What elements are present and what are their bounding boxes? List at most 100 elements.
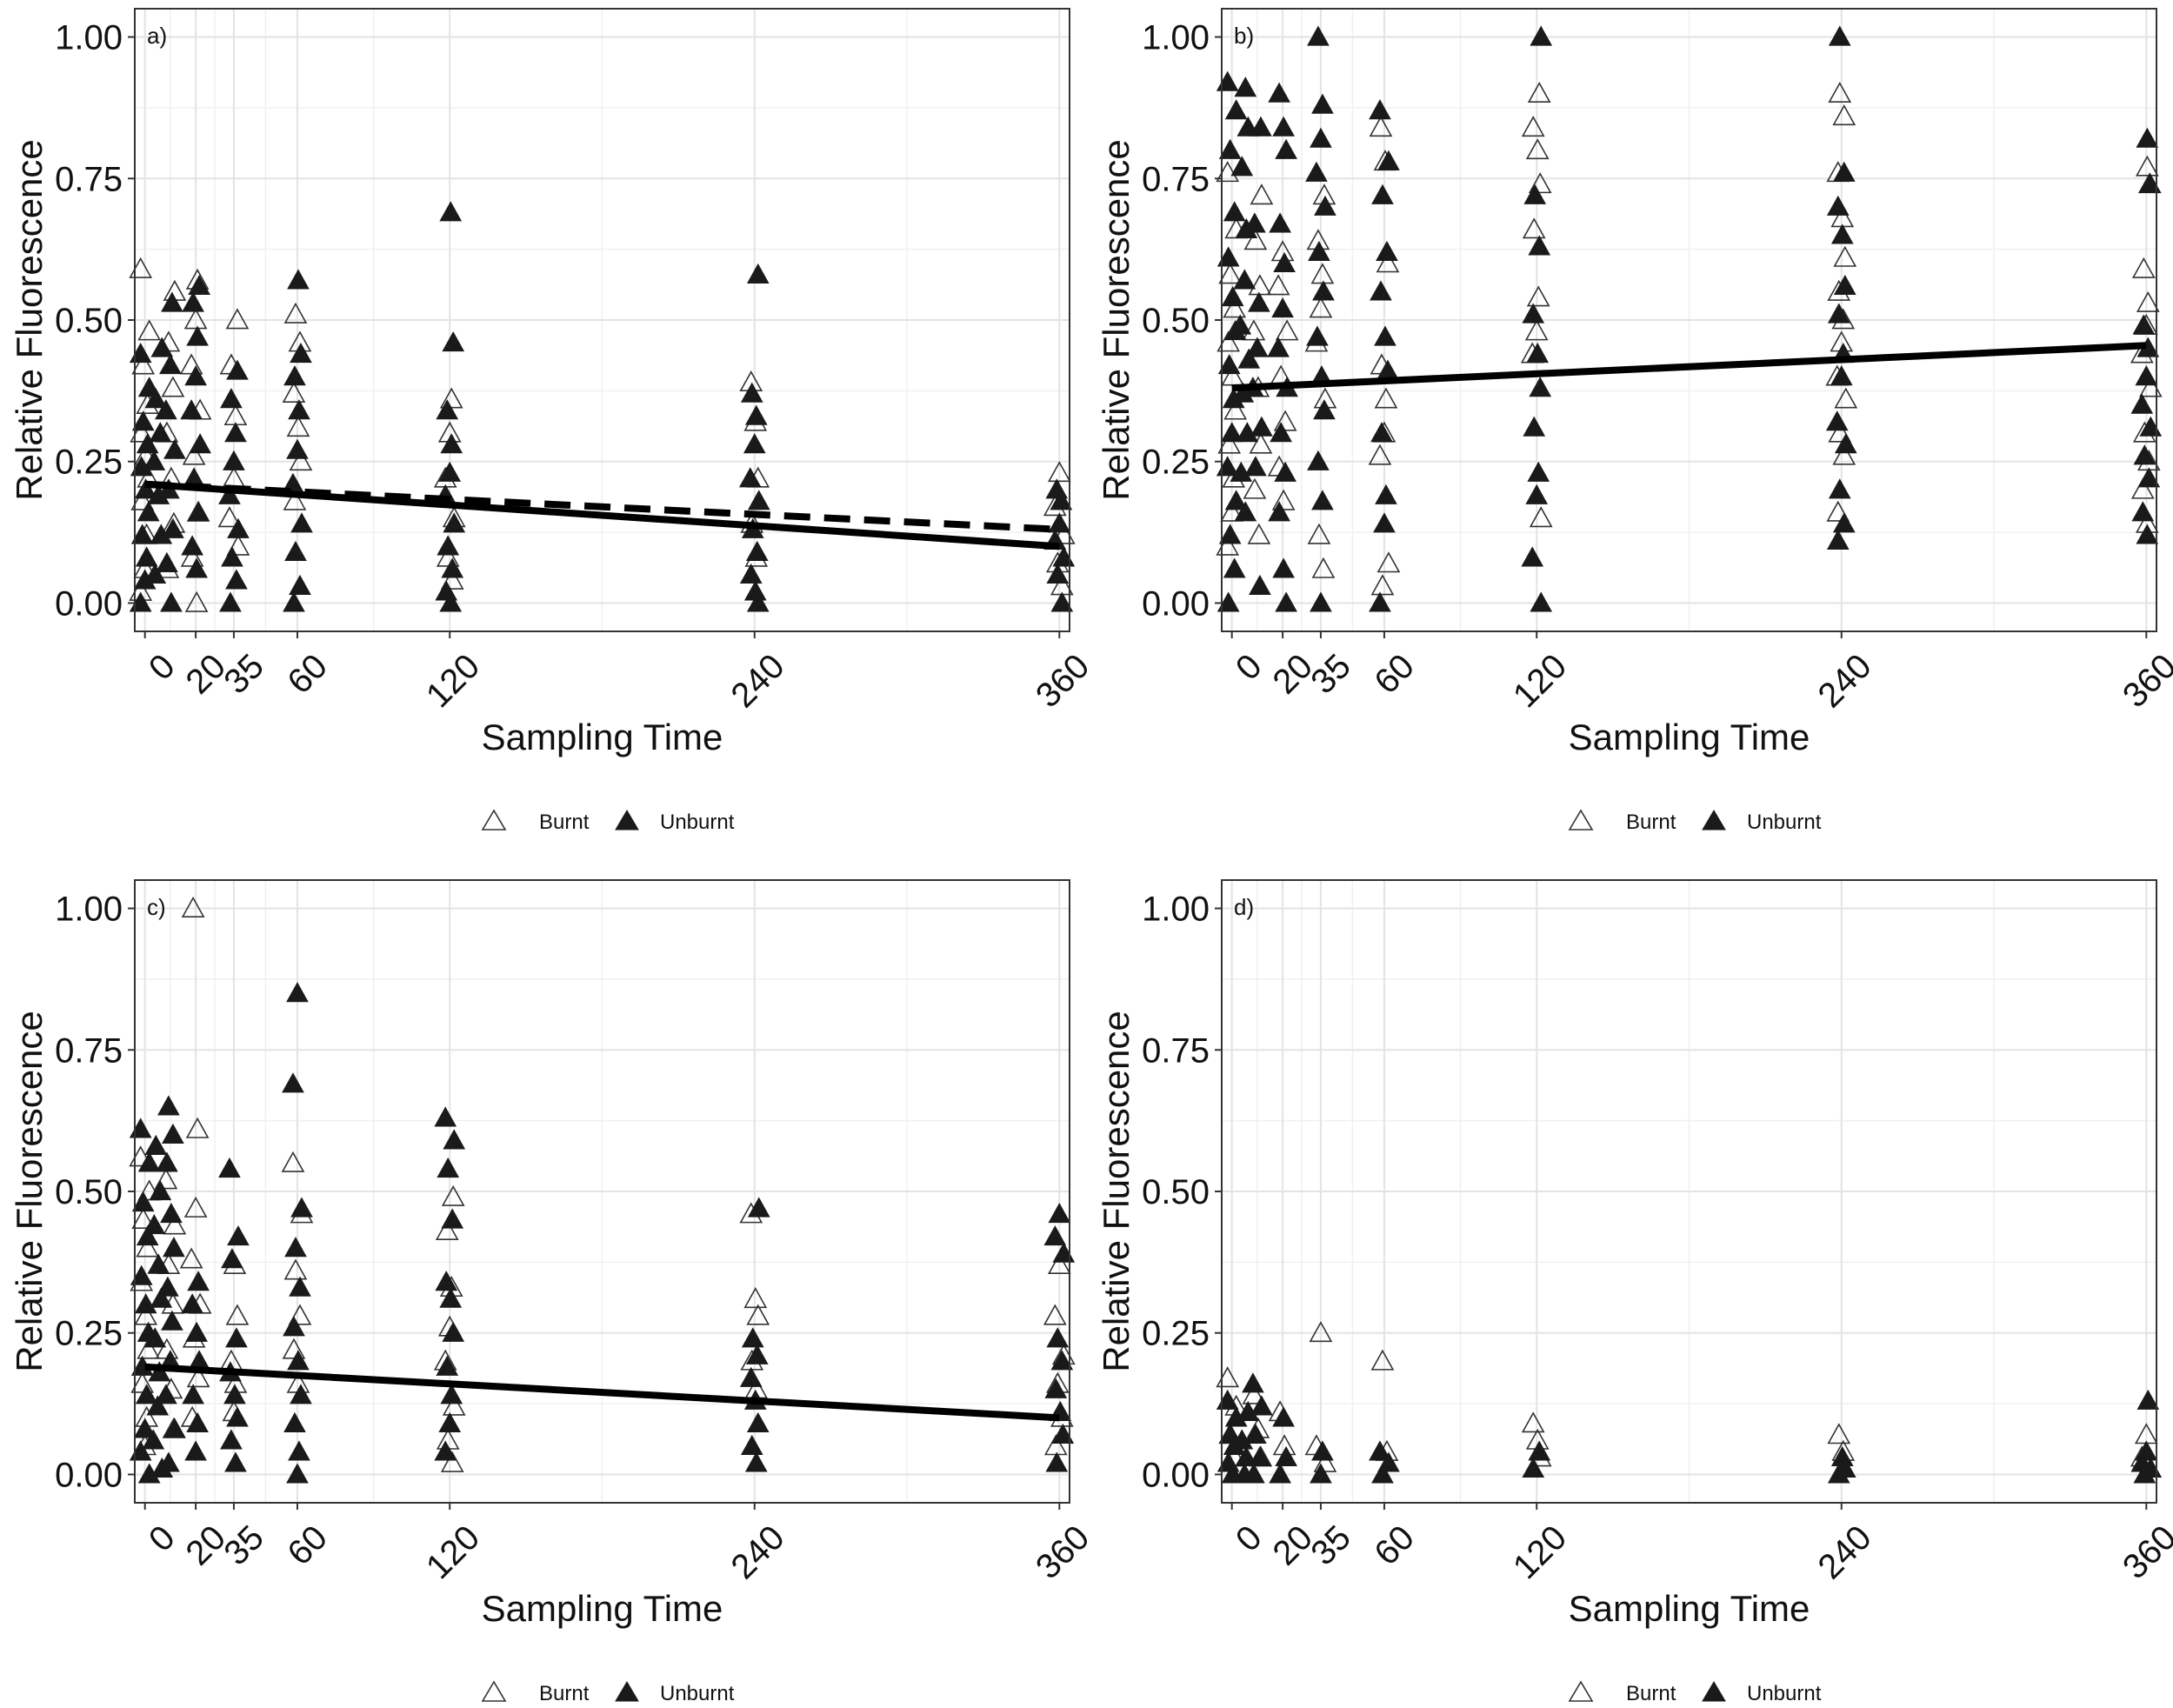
data-point-unburnt — [1048, 1203, 1071, 1224]
data-point-burnt — [1833, 245, 1857, 267]
legend-label-unburnt: Unburnt — [1747, 811, 1822, 834]
data-point-unburnt — [1528, 1440, 1551, 1461]
data-point-unburnt — [181, 1293, 203, 1314]
data-point-unburnt — [157, 1451, 180, 1472]
data-point-unburnt — [442, 331, 465, 352]
data-point-unburnt — [1269, 1463, 1291, 1484]
data-point-unburnt — [1237, 348, 1261, 369]
data-point-unburnt — [1249, 1445, 1271, 1467]
data-point-unburnt — [224, 422, 247, 443]
data-point-burnt — [1220, 500, 1244, 522]
data-point-burnt — [1047, 1252, 1071, 1275]
data-point-burnt — [182, 444, 206, 465]
data-point-unburnt — [434, 1440, 457, 1461]
legend-key-burnt — [1568, 809, 1594, 831]
data-point-unburnt — [1268, 82, 1290, 103]
data-point-burnt — [1832, 444, 1856, 465]
data-point-unburnt — [1375, 484, 1397, 504]
data-point-burnt — [1527, 81, 1551, 103]
data-point-burnt — [179, 1247, 203, 1269]
data-point-unburnt — [150, 337, 174, 357]
data-point-unburnt — [1828, 25, 1851, 46]
panel-label: a) — [147, 23, 167, 49]
data-point-unburnt — [182, 291, 204, 312]
data-point-unburnt — [131, 1191, 155, 1212]
data-point-unburnt — [1250, 416, 1273, 437]
data-point-burnt — [289, 450, 313, 471]
data-point-burnt — [283, 1258, 308, 1280]
data-point-burnt — [137, 319, 162, 341]
y-tick-label: 0.50 — [55, 1173, 123, 1211]
data-point-unburnt — [131, 410, 155, 431]
data-point-unburnt — [1046, 563, 1070, 584]
data-point-unburnt — [1522, 303, 1545, 324]
y-tick-label: 1.00 — [55, 19, 123, 57]
x-tick-label: 120 — [1506, 647, 1574, 715]
legend-key-unburnt — [1702, 1681, 1726, 1702]
data-point-unburnt — [1314, 195, 1336, 216]
x-axis-title: Sampling Time — [1569, 717, 1810, 757]
data-point-unburnt — [1832, 512, 1856, 533]
data-point-unburnt — [147, 1253, 170, 1274]
data-point-unburnt — [1224, 99, 1248, 120]
fit-line-solid — [144, 1363, 1060, 1422]
data-point-unburnt — [438, 461, 462, 482]
data-point-unburnt — [1529, 377, 1552, 397]
data-point-burnt — [1243, 229, 1268, 250]
data-point-burnt — [1376, 251, 1400, 273]
data-point-unburnt — [745, 540, 769, 561]
data-point-unburnt — [1216, 246, 1240, 267]
data-point-unburnt — [1229, 314, 1252, 335]
data-point-burnt — [281, 1151, 305, 1172]
data-point-unburnt — [439, 201, 463, 222]
data-point-unburnt — [136, 433, 159, 454]
data-point-unburnt — [739, 1366, 763, 1387]
data-point-unburnt — [1243, 1463, 1265, 1484]
data-point-unburnt — [1526, 343, 1550, 364]
data-point-burnt — [1526, 285, 1550, 307]
data-point-unburnt — [143, 1214, 166, 1235]
data-point-unburnt — [1377, 150, 1400, 170]
x-axis-title: Sampling Time — [482, 1588, 723, 1629]
data-point-unburnt — [1046, 1327, 1070, 1348]
x-tick-label: 360 — [2116, 1518, 2173, 1586]
data-point-unburnt — [287, 269, 310, 290]
data-point-burnt — [1528, 172, 1552, 194]
data-point-unburnt — [1243, 212, 1266, 233]
data-point-unburnt — [187, 1271, 210, 1291]
legend-key-unburnt — [1702, 810, 1726, 831]
y-tick-label: 1.00 — [1142, 19, 1210, 57]
data-point-unburnt — [1217, 354, 1241, 375]
data-point-unburnt — [137, 1151, 161, 1172]
data-point-unburnt — [1521, 546, 1544, 567]
data-point-unburnt — [162, 517, 184, 538]
data-point-burnt — [1309, 1321, 1333, 1343]
data-point-unburnt — [1832, 161, 1856, 182]
data-point-unburnt — [185, 1321, 208, 1342]
data-point-unburnt — [441, 557, 464, 578]
data-point-unburnt — [284, 540, 307, 561]
data-point-burnt — [137, 1338, 161, 1359]
x-tick-label: 120 — [1506, 1518, 1574, 1586]
data-point-unburnt — [184, 365, 207, 386]
data-point-burnt — [183, 308, 208, 330]
data-point-unburnt — [1834, 433, 1857, 454]
data-point-unburnt — [288, 1440, 310, 1461]
data-point-unburnt — [1308, 240, 1330, 261]
x-tick-label: 360 — [2116, 647, 2173, 715]
data-point-unburnt — [1274, 461, 1296, 482]
data-point-burnt — [1217, 432, 1242, 454]
legend-label-burnt: Burnt — [539, 1682, 590, 1705]
data-point-unburnt — [1248, 291, 1270, 312]
data-point-burnt — [1368, 444, 1392, 465]
x-tick-label: 360 — [1029, 1518, 1096, 1586]
fit-line-solid — [1231, 342, 2147, 392]
data-point-unburnt — [221, 546, 243, 567]
data-point-unburnt — [1268, 501, 1290, 522]
x-axis-title: Sampling Time — [482, 717, 723, 757]
data-point-unburnt — [1244, 456, 1267, 477]
data-point-unburnt — [283, 591, 305, 612]
data-point-unburnt — [2138, 172, 2162, 193]
data-point-unburnt — [1527, 461, 1550, 482]
